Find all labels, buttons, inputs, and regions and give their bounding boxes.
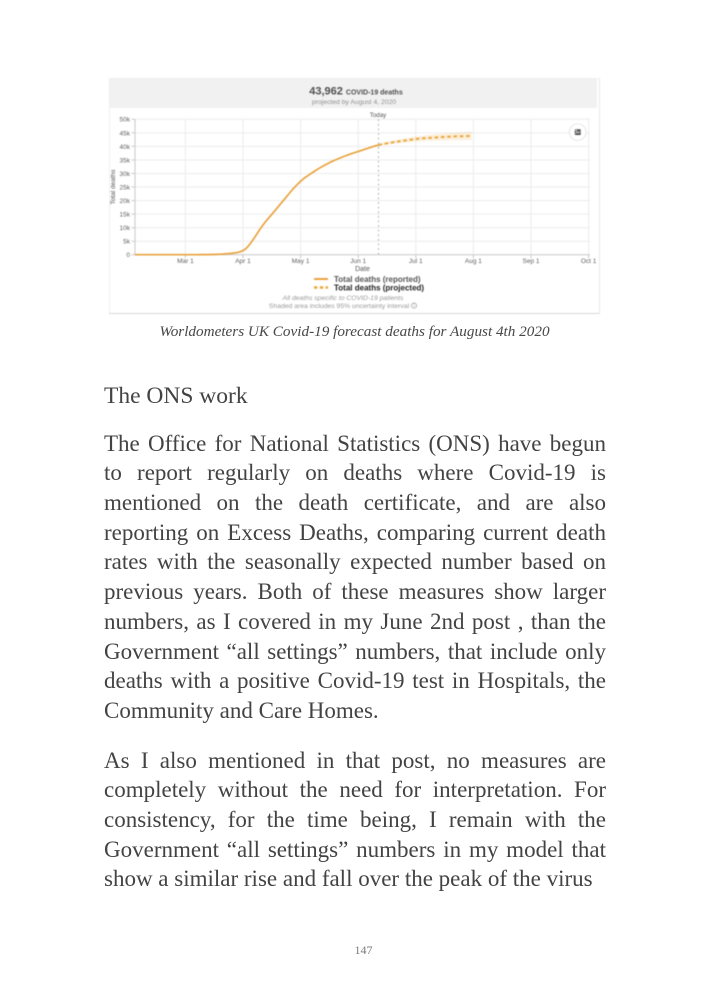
svg-text:Total deaths: Total deaths xyxy=(110,169,117,205)
svg-text:Jun 1: Jun 1 xyxy=(350,258,366,265)
svg-text:Today: Today xyxy=(370,112,387,119)
svg-text:30k: 30k xyxy=(120,171,131,178)
svg-text:Total deaths (projected): Total deaths (projected) xyxy=(334,283,424,292)
svg-text:20k: 20k xyxy=(120,198,131,205)
svg-text:0: 0 xyxy=(126,252,130,259)
svg-text:Date: Date xyxy=(355,266,370,273)
svg-text:10k: 10k xyxy=(120,225,131,232)
svg-text:45k: 45k xyxy=(120,130,131,137)
svg-text:5k: 5k xyxy=(123,239,131,246)
svg-text:projected by August 4, 2020: projected by August 4, 2020 xyxy=(312,99,396,106)
svg-text:May 1: May 1 xyxy=(292,258,310,265)
svg-text:Oct 1: Oct 1 xyxy=(581,258,597,265)
svg-text:i: i xyxy=(413,304,414,310)
svg-text:50k: 50k xyxy=(120,117,131,124)
svg-text:Shaded area includes 95% uncer: Shaded area includes 95% uncertainty int… xyxy=(269,303,410,310)
svg-text:40k: 40k xyxy=(120,144,131,151)
svg-text:All deaths specific to COVID-1: All deaths specific to COVID-19 patients xyxy=(282,295,404,302)
svg-text:15k: 15k xyxy=(120,212,131,219)
svg-text:Sep 1: Sep 1 xyxy=(523,258,540,265)
svg-text:35k: 35k xyxy=(120,157,131,164)
svg-text:Mar 1: Mar 1 xyxy=(177,258,194,265)
svg-text:Total deaths (reported): Total deaths (reported) xyxy=(334,275,421,284)
svg-text:25k: 25k xyxy=(120,184,131,191)
svg-text:Jul 1: Jul 1 xyxy=(409,258,423,265)
svg-text:Apr 1: Apr 1 xyxy=(235,258,251,265)
svg-text:Aug 1: Aug 1 xyxy=(465,258,482,265)
